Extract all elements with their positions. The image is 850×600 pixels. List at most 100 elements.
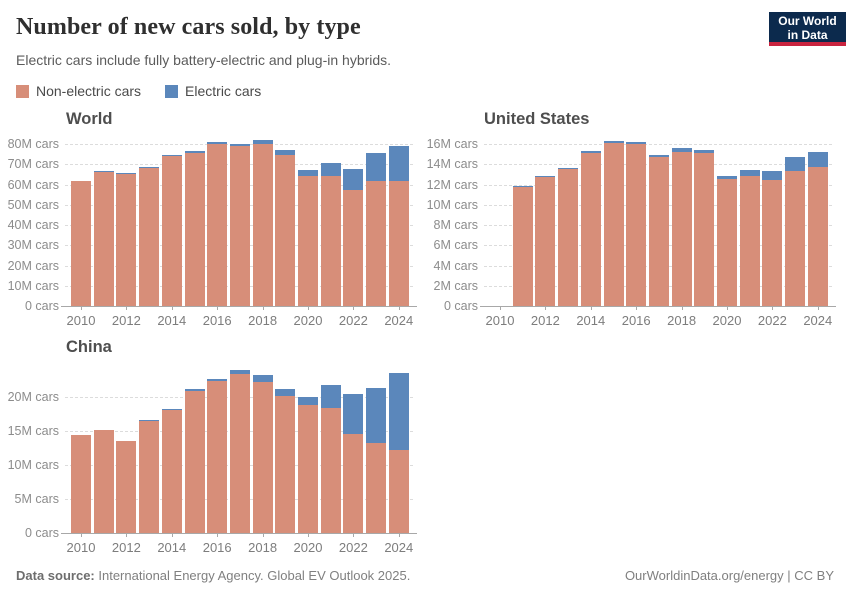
x-tick-label: 2014 <box>576 313 606 328</box>
x-tick <box>262 306 264 310</box>
non-electric-bar-segment <box>807 167 828 306</box>
non-electric-bar-segment <box>320 407 341 533</box>
y-tick-label: 40M cars <box>7 218 59 233</box>
electric-bar-segment <box>229 369 250 374</box>
non-electric-bar-segment <box>366 443 387 533</box>
non-electric-bar-segment <box>161 409 182 533</box>
non-electric-bar-segment <box>229 146 250 306</box>
non-electric-swatch-icon <box>16 84 29 98</box>
owid-logo[interactable]: Our World in Data <box>769 12 846 46</box>
non-electric-bar-segment <box>388 449 409 533</box>
electric-bar-segment <box>275 150 296 155</box>
x-tick <box>681 306 683 310</box>
electric-bar-segment <box>320 162 341 176</box>
y-tick-label: 6M cars <box>433 238 478 253</box>
non-electric-bar-segment <box>252 382 273 533</box>
gridline <box>484 144 832 146</box>
non-electric-bar-segment <box>648 156 669 306</box>
x-tick <box>81 306 82 310</box>
y-tick-label: 12M cars <box>426 177 478 192</box>
x-tick <box>126 306 128 310</box>
x-tick <box>590 306 592 310</box>
electric-bar-segment <box>807 152 828 168</box>
electric-swatch-icon <box>165 84 179 98</box>
non-electric-bar-segment <box>184 152 205 306</box>
y-tick-label: 30M cars <box>7 238 59 253</box>
x-tick-label: 2024 <box>803 313 833 328</box>
electric-bar-segment <box>580 151 601 153</box>
x-tick <box>217 306 219 310</box>
electric-bar-segment <box>626 142 647 145</box>
china-plot: 0 cars 5M cars 10M cars 15M cars 20M cars 201… <box>8 360 417 555</box>
y-tick-label: 15M cars <box>7 423 59 438</box>
non-electric-bar-segment <box>93 170 114 306</box>
x-tick <box>636 306 638 310</box>
non-electric-bar-segment <box>785 170 806 306</box>
non-electric-bar-segment <box>139 420 160 533</box>
owid-logo-line1: Our World <box>778 14 837 28</box>
non-electric-bar-segment <box>388 181 409 306</box>
x-tick <box>308 533 309 537</box>
y-tick-label: 4M cars <box>433 258 478 273</box>
x-tick <box>262 533 264 537</box>
electric-bar-segment <box>785 157 806 171</box>
electric-bar-segment <box>184 389 205 391</box>
non-electric-bar-segment <box>694 153 715 306</box>
y-tick-label: 10M cars <box>426 197 478 212</box>
x-tick <box>727 306 728 310</box>
y-tick-label: 0 cars <box>24 526 59 540</box>
y-tick-label: 80M cars <box>7 137 59 152</box>
x-tick <box>817 306 819 310</box>
non-electric-bar-segment <box>93 430 114 533</box>
y-tick-label: 2M cars <box>433 278 478 293</box>
electric-bar-segment <box>366 152 387 181</box>
y-tick-label: 0 cars <box>24 299 59 313</box>
non-electric-bar-segment <box>320 176 341 306</box>
x-tick-label: 2024 <box>384 540 414 555</box>
x-tick <box>308 306 309 310</box>
chart-subtitle: Electric cars include fully battery-elec… <box>16 52 392 68</box>
x-axis-line <box>61 306 417 307</box>
electric-bar-segment <box>229 143 250 147</box>
non-electric-bar-segment <box>229 373 250 533</box>
electric-bar-segment <box>161 154 182 156</box>
non-electric-bar-segment <box>535 176 556 306</box>
x-tick-label: 2014 <box>157 540 187 555</box>
y-tick-label: 5M cars <box>14 491 59 506</box>
non-electric-bar-segment <box>161 155 182 306</box>
electric-bar-segment <box>343 394 364 435</box>
y-tick-label: 70M cars <box>7 157 59 172</box>
electric-bar-segment <box>343 168 364 190</box>
x-tick-label: 2018 <box>667 313 697 328</box>
chart-title-united-states: United States <box>484 110 590 128</box>
non-electric-bar-segment <box>671 151 692 306</box>
electric-bar-segment <box>648 154 669 157</box>
electric-bar-segment <box>252 140 273 145</box>
y-tick-label: 50M cars <box>7 197 59 212</box>
x-tick <box>171 306 173 310</box>
x-tick-label: 2010 <box>66 313 96 328</box>
world-plot: 0 cars 10M cars 20M cars 30M cars 40M cars 50… <box>8 137 417 328</box>
x-tick-label: 2022 <box>757 313 787 328</box>
electric-bar-segment <box>298 170 318 177</box>
non-electric-bar-segment <box>512 186 533 306</box>
non-electric-bar-segment <box>71 180 91 306</box>
electric-bar-segment <box>535 175 556 177</box>
x-tick <box>171 533 173 537</box>
x-tick-label: 2016 <box>621 313 651 328</box>
non-electric-bar-segment <box>626 144 647 306</box>
y-tick-label: 60M cars <box>7 177 59 192</box>
non-electric-bar-segment <box>116 441 137 533</box>
y-tick-label: 8M cars <box>433 218 478 233</box>
x-tick-label: 2022 <box>338 540 368 555</box>
x-tick-label: 2014 <box>157 313 187 328</box>
x-tick <box>81 533 82 537</box>
electric-bar-segment <box>366 387 387 444</box>
non-electric-bar-segment <box>275 396 296 533</box>
owid-url-link[interactable]: OurWorldinData.org/energy | CC BY <box>624 568 834 583</box>
legend-item-electric: Electric cars <box>165 83 261 99</box>
y-tick-label: 14M cars <box>426 157 478 172</box>
electric-bar-segment <box>717 175 737 179</box>
footer: Data source: International Energy Agency… <box>16 568 834 583</box>
